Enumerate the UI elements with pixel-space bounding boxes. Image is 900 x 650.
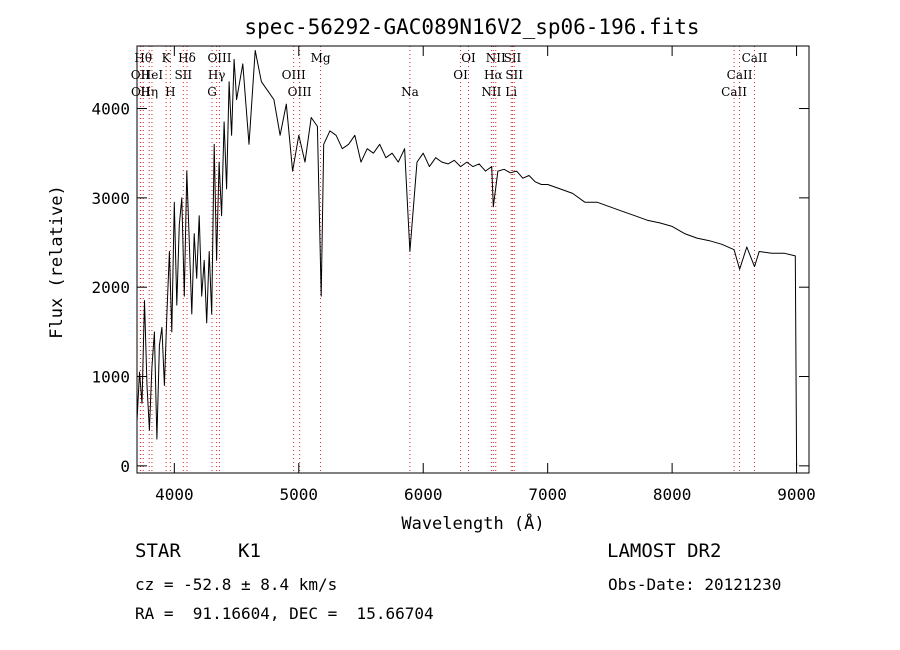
line-label-5: K bbox=[162, 51, 172, 65]
x-tick-label: 9000 bbox=[777, 485, 816, 504]
observation-date: Obs-Date: 20121230 bbox=[608, 575, 782, 594]
line-label-15: Na bbox=[401, 85, 419, 99]
line-label-10: G bbox=[207, 85, 217, 99]
line-label-7: SII bbox=[174, 68, 192, 82]
line-label-22: SII bbox=[504, 51, 522, 65]
x-tick-label: 8000 bbox=[653, 485, 692, 504]
plot-frame bbox=[136, 45, 810, 474]
line-label-24: CaII bbox=[721, 85, 747, 99]
y-tick-label: 2000 bbox=[91, 278, 130, 297]
survey-name: LAMOST DR2 bbox=[607, 540, 722, 562]
line-label-19: Hα bbox=[484, 68, 503, 82]
line-label-11: OIII bbox=[207, 51, 231, 65]
line-label-13: OIII bbox=[288, 85, 312, 99]
emission-line-markers: OIIOIIHθHηHeIKHSIIHδHγGOIIIOIIIOIIIMgNaO… bbox=[131, 46, 768, 473]
object-subclass: K1 bbox=[238, 540, 261, 562]
line-label-1: OII bbox=[131, 85, 151, 99]
y-axis-ticks: 0 1000 2000 3000 4000 bbox=[91, 100, 809, 476]
flux-series bbox=[136, 50, 798, 466]
y-tick-label: 0 bbox=[120, 457, 130, 476]
line-label-20: NII bbox=[486, 51, 506, 65]
line-label-8: Hδ bbox=[178, 51, 196, 65]
flux-line bbox=[136, 50, 798, 466]
line-label-16: OI bbox=[453, 68, 468, 82]
object-class: STAR bbox=[135, 540, 181, 562]
y-tick-label: 3000 bbox=[91, 189, 130, 208]
line-label-4: HeI bbox=[141, 68, 164, 82]
x-axis-ticks: 4000 5000 6000 7000 8000 9000 bbox=[155, 46, 816, 504]
coordinates: RA = 91.16604, DEC = 15.66704 bbox=[135, 604, 434, 623]
line-label-25: CaII bbox=[727, 68, 753, 82]
line-label-3: Hη bbox=[140, 85, 158, 99]
line-label-21: Li bbox=[505, 85, 517, 99]
y-tick-label: 4000 bbox=[91, 100, 130, 119]
y-tick-label: 1000 bbox=[91, 368, 130, 387]
y-axis-label: Flux (relative) bbox=[47, 185, 67, 339]
line-label-17: OI bbox=[461, 51, 476, 65]
chart-title: spec-56292-GAC089N16V2_sp06-196.fits bbox=[244, 15, 699, 39]
x-tick-label: 4000 bbox=[155, 485, 194, 504]
x-axis-label: Wavelength (Å) bbox=[401, 512, 544, 534]
line-label-2: Hθ bbox=[134, 51, 152, 65]
line-label-18: NII bbox=[481, 85, 501, 99]
line-label-9: Hγ bbox=[208, 68, 226, 82]
x-tick-label: 5000 bbox=[280, 485, 319, 504]
line-label-6: H bbox=[165, 85, 175, 99]
line-label-23: SII bbox=[505, 68, 523, 82]
line-label-26: CaII bbox=[742, 51, 768, 65]
x-tick-label: 6000 bbox=[404, 485, 443, 504]
redshift-cz: cz = -52.8 ± 8.4 km/s bbox=[135, 575, 338, 594]
line-label-12: OIII bbox=[282, 68, 306, 82]
line-label-14: Mg bbox=[311, 51, 331, 65]
x-tick-label: 7000 bbox=[528, 485, 567, 504]
